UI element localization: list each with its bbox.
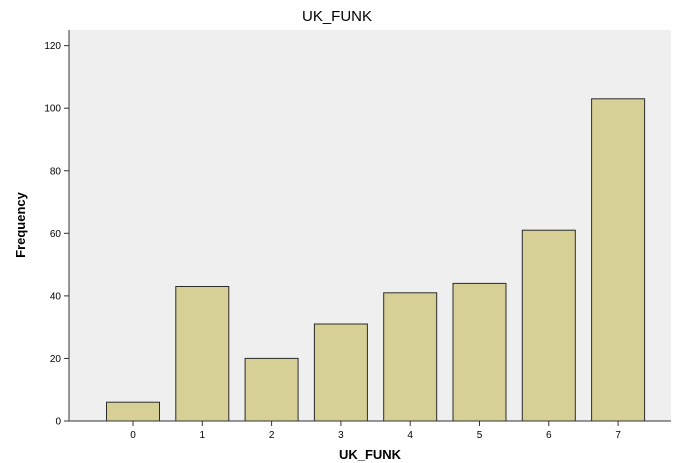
y-tick-label: 20 xyxy=(50,354,62,365)
bar-0 xyxy=(106,401,160,422)
plot-area xyxy=(69,30,671,421)
y-tick-label: 120 xyxy=(44,41,61,52)
bar-2 xyxy=(244,357,299,422)
y-axis-label: Frequency xyxy=(13,191,28,258)
x-tick-label: 5 xyxy=(477,430,483,441)
chart-title: UK_FUNK xyxy=(302,8,372,25)
x-tick-label: 2 xyxy=(269,430,275,441)
bar-3 xyxy=(313,323,368,422)
bars-group xyxy=(106,98,646,422)
y-tick-label: 60 xyxy=(50,229,62,240)
x-tick-label: 4 xyxy=(407,430,413,441)
bar-4 xyxy=(383,292,438,422)
y-tick-label: 0 xyxy=(55,417,61,428)
x-tick-label: 7 xyxy=(615,430,621,441)
y-tick-label: 40 xyxy=(50,291,62,302)
bar-6 xyxy=(521,229,576,422)
x-axis-label: UK_FUNK xyxy=(339,447,402,462)
x-tick-label: 0 xyxy=(130,430,136,441)
y-tick-label: 100 xyxy=(44,104,61,115)
bar-1 xyxy=(175,286,230,422)
x-tick-label: 1 xyxy=(200,430,206,441)
y-tick-label: 80 xyxy=(50,166,62,177)
x-tick-label: 6 xyxy=(546,430,552,441)
y-axis: 0 20 40 60 80 100 120 xyxy=(44,30,70,428)
bar-7 xyxy=(591,98,646,422)
bar-5 xyxy=(452,282,507,422)
x-tick-label: 3 xyxy=(338,430,344,441)
x-axis: 0 1 2 3 4 5 6 7 xyxy=(69,420,671,441)
